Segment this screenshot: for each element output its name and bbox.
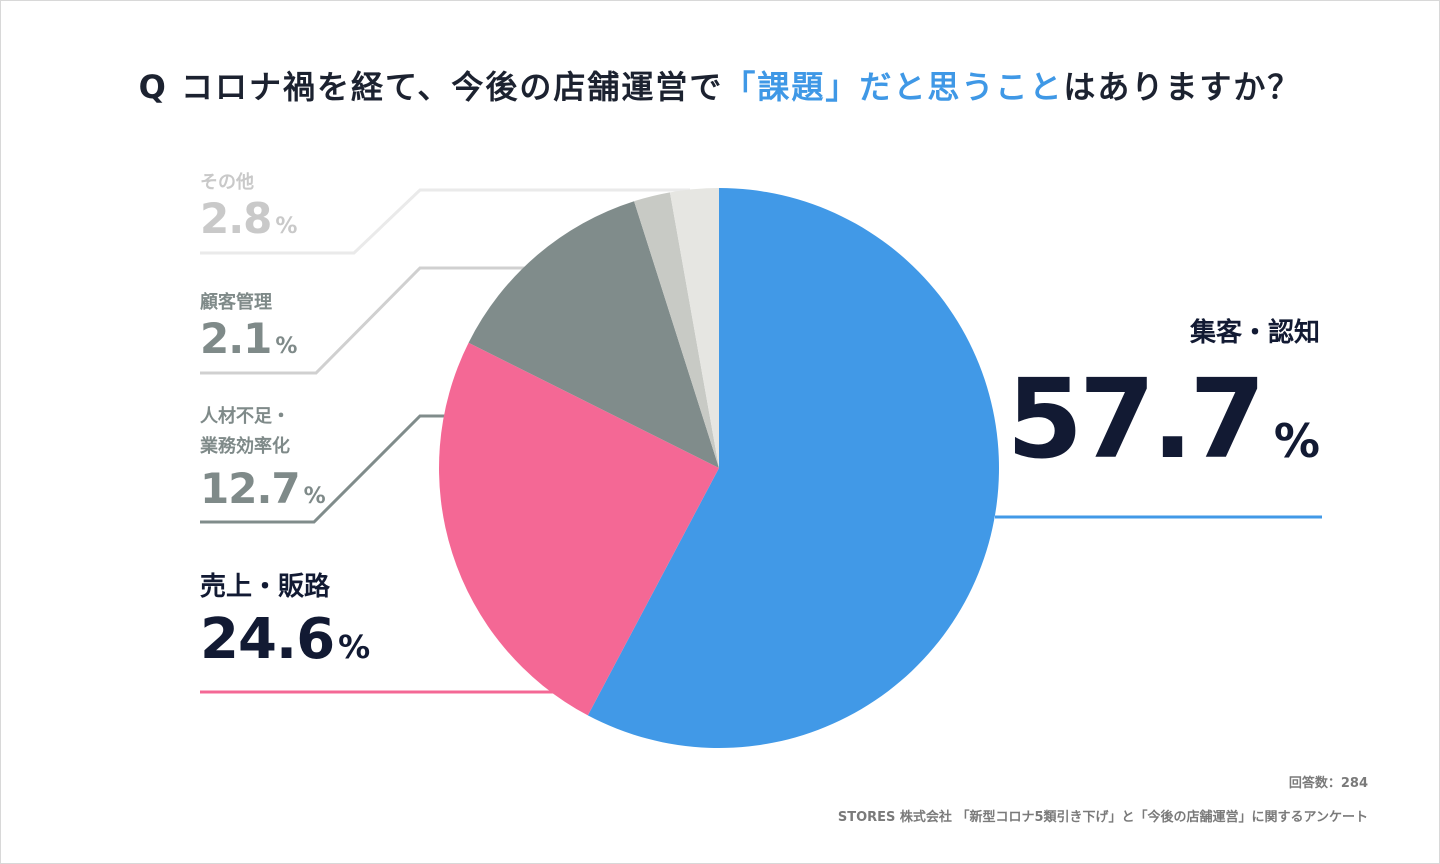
pie-slice-other [669,188,719,468]
title-prefix: Q コロナ禍を経て、今後の店舗運営で [138,68,724,106]
title-highlight: 「課題」だと思うこと [723,68,1064,106]
label-hr: 人材不足・ 業務効率化 12.7% [200,402,326,516]
title-suffix: はありますか？ [1063,68,1302,106]
pie-slice-sales [439,342,719,716]
pie-slice-acquisition [587,188,1000,748]
label-hr-value: 12.7 [200,464,301,513]
label-customer-unit: % [275,334,298,359]
label-other-unit: % [275,214,298,239]
label-sales: 売上・販路 24.6% [200,566,370,677]
label-acquisition-category: 集客・認知 [1189,318,1320,348]
label-sales-category: 売上・販路 [200,572,331,602]
label-sales-unit: % [338,628,371,666]
label-acquisition: 集客・認知 57.7% [1007,312,1321,489]
pie-slices [439,188,1000,748]
label-customer-value: 2.1 [200,314,272,363]
chart-title: Q コロナ禍を経て、今後の店舗運営で「課題」だと思うことはありますか？ [0,62,1440,108]
respondent-count: 回答数：284 [1288,776,1368,791]
pie-slice-hr [468,201,719,468]
label-acquisition-value: 57.7 [1006,355,1266,483]
label-other: その他 2.8% [200,168,297,244]
label-hr-category-line1: 人材不足・ [200,406,290,427]
label-acquisition-unit: % [1273,414,1320,468]
source-note: STORES 株式会社 「新型コロナ5類引き下げ」と「今後の店舗運営」に関するア… [837,810,1368,825]
label-customer: 顧客管理 2.1% [200,288,297,364]
label-hr-unit: % [303,484,326,509]
label-hr-category-line2: 業務効率化 [200,436,290,457]
label-other-category: その他 [200,172,254,193]
leader-line-other [200,188,690,255]
label-sales-value: 24.6 [200,607,335,672]
label-customer-category: 顧客管理 [200,292,272,313]
label-other-value: 2.8 [200,194,272,243]
pie-slice-customer [634,192,719,468]
